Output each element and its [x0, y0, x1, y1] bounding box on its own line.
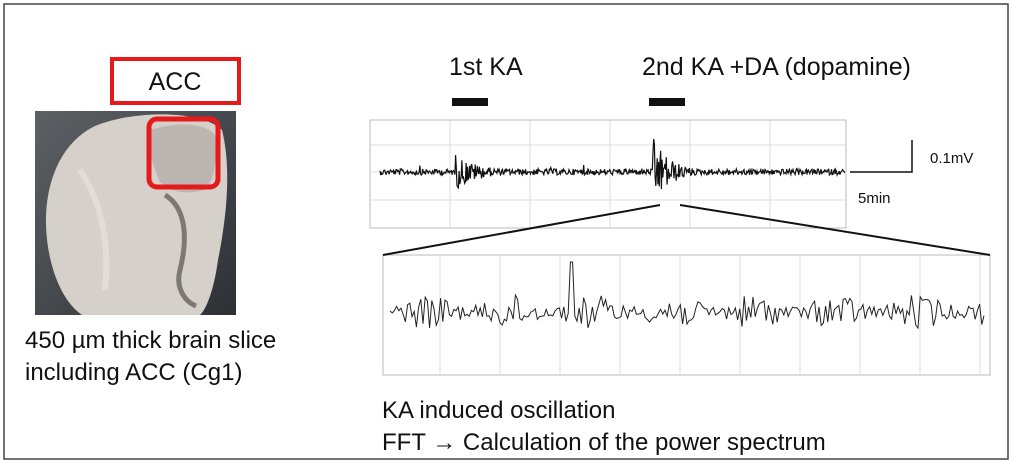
second-bar — [649, 98, 685, 106]
first-bar — [452, 98, 488, 106]
slice-caption: 450 µm thick brain slice — [25, 327, 276, 354]
zoom-trace-panel — [382, 254, 991, 376]
trace — [389, 261, 985, 330]
long-trace-panel — [369, 119, 847, 229]
region-label: ACC — [149, 68, 202, 96]
zoom-line — [382, 204, 661, 256]
trace-caption: KA induced oscillation — [382, 397, 615, 424]
second-label: 2nd KA +DA (dopamine) — [642, 53, 911, 81]
region-box — [110, 57, 241, 105]
trace — [379, 138, 846, 190]
trace-caption: FFT → Calculation of the power spectrum — [382, 429, 826, 456]
slice-photo — [35, 111, 236, 315]
slice-caption: including ACC (Cg1) — [25, 359, 242, 386]
zoom-line — [679, 204, 991, 256]
roi-box — [146, 116, 221, 190]
first-label: 1st KA — [449, 53, 523, 81]
scale-time: 5min — [858, 190, 891, 207]
scale-bar — [850, 140, 913, 173]
scale-amplitude: 0.1mV — [930, 150, 973, 167]
